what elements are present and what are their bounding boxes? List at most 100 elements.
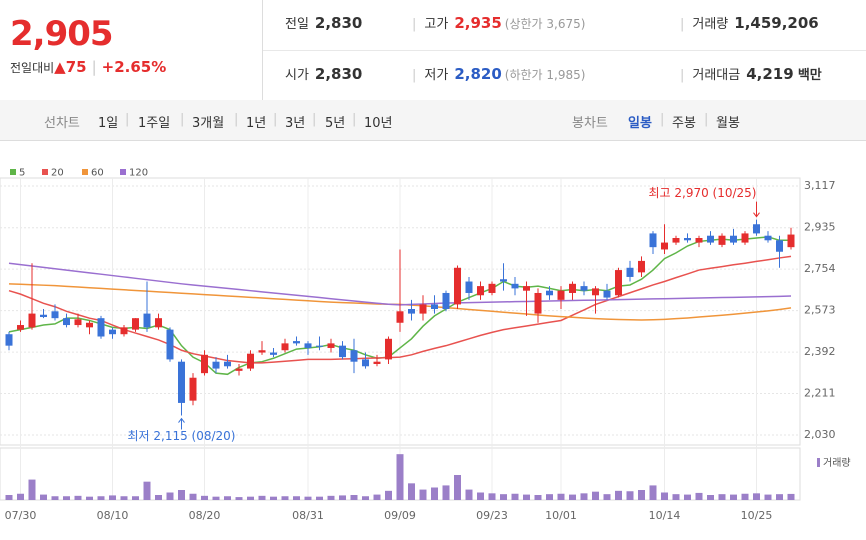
x-tick-label: 09/09 (384, 509, 416, 522)
volume-bar (603, 494, 611, 500)
volume-bar (569, 494, 576, 500)
candle-body (534, 292, 542, 314)
change-label: 전일대비 (10, 61, 55, 75)
volume-bar (86, 496, 93, 500)
tab[interactable]: 주봉 (672, 116, 696, 131)
tab[interactable]: 월봉 (716, 116, 740, 131)
candle-body (569, 283, 576, 293)
divider: | (312, 112, 317, 127)
divider: | (660, 112, 665, 127)
volume-bar (235, 497, 243, 500)
candle-body (166, 329, 174, 360)
volume-bar (764, 494, 772, 500)
volume-bar (258, 495, 266, 500)
volume-bar (695, 492, 703, 500)
x-tick-label: 10/25 (741, 509, 773, 522)
candle-body (327, 343, 335, 348)
candle-body (109, 329, 116, 335)
volume-bar (454, 475, 461, 500)
volume-bar (707, 495, 714, 500)
candle-body (51, 311, 59, 319)
stat-value: 2,830 (314, 65, 363, 83)
candle-body (661, 242, 668, 250)
candle-body (431, 304, 438, 310)
x-tick-label: 07/30 (5, 509, 37, 522)
candle-body (741, 233, 749, 243)
stat: | 저가 2,820 (하한가 1,985) (412, 64, 585, 83)
tab[interactable]: 3년 (285, 116, 306, 131)
tab-group-label: 선차트 (44, 116, 80, 131)
stat-value: 1,459,206 (734, 14, 819, 32)
candle-body (120, 327, 128, 335)
candle-body (385, 338, 392, 360)
volume-bar (626, 491, 634, 500)
volume-bar (431, 487, 438, 500)
volume-bar (718, 494, 726, 500)
volume-bar (741, 493, 749, 500)
volume-bar (442, 485, 450, 500)
volume-bar (362, 496, 369, 500)
tab[interactable]: 5년 (325, 116, 346, 131)
x-tick-label: 08/20 (189, 509, 221, 522)
candle-body (511, 283, 519, 289)
volume-bar (396, 454, 404, 500)
candle-body (235, 368, 243, 371)
tab[interactable]: 10년 (364, 116, 393, 131)
candle-body (281, 343, 289, 351)
candle-body (373, 361, 381, 364)
volume-bar (143, 481, 151, 500)
stat-value: 4,219 (746, 65, 794, 83)
separator: | (91, 58, 97, 76)
candle-body (695, 237, 703, 243)
candle-body (350, 350, 358, 362)
volume-bar (672, 494, 680, 500)
candle-body (488, 283, 496, 293)
volume-bar (615, 490, 622, 500)
candle-body (304, 343, 312, 348)
candle-body (603, 290, 611, 298)
volume-bar (74, 495, 82, 500)
candle-body (626, 267, 634, 277)
x-tick-label: 09/23 (476, 509, 508, 522)
candle-body (17, 325, 24, 330)
candle-body (638, 260, 645, 273)
candle-body (649, 233, 657, 248)
x-tick-label: 08/31 (292, 509, 324, 522)
volume-bar (120, 496, 128, 500)
x-tick-label: 10/01 (545, 509, 577, 522)
stat-note: (상한가 3,675) (504, 17, 586, 31)
volume-bar (166, 492, 174, 500)
legend-label: 20 (51, 168, 64, 179)
annotation-arrowhead (178, 417, 185, 423)
candle-body (132, 318, 139, 330)
candle-body (63, 318, 70, 326)
volume-bar (201, 495, 208, 500)
legend-label: 60 (91, 168, 104, 179)
volume-bar (661, 492, 668, 500)
candle-body (465, 281, 473, 293)
volume-bar (385, 490, 392, 500)
legend-label: 거래량 (823, 457, 851, 469)
candle-body (212, 361, 220, 369)
stat-label: 전일 (285, 17, 309, 32)
volume-bar (247, 496, 254, 500)
volume-bar (178, 490, 185, 500)
separator: | (412, 17, 417, 32)
volume-bar (155, 495, 162, 500)
volume-bar (270, 496, 277, 500)
candle-body (615, 270, 622, 296)
annotation-arrowhead (753, 212, 760, 218)
tab[interactable]: 3개월 (192, 116, 225, 131)
tab-selected[interactable]: 일봉 (628, 116, 652, 131)
candle-body (201, 354, 208, 374)
legend-swatch (817, 458, 820, 467)
tab[interactable]: 1년 (246, 116, 267, 131)
stat-label: 고가 (424, 17, 449, 32)
legend-swatch (10, 169, 16, 175)
stat: | 고가 2,935 (상한가 3,675) (412, 13, 585, 32)
separator: | (412, 68, 417, 83)
tab[interactable]: 1일 (98, 116, 119, 131)
tab[interactable]: 1주일 (138, 116, 171, 131)
volume-bar (51, 496, 59, 500)
